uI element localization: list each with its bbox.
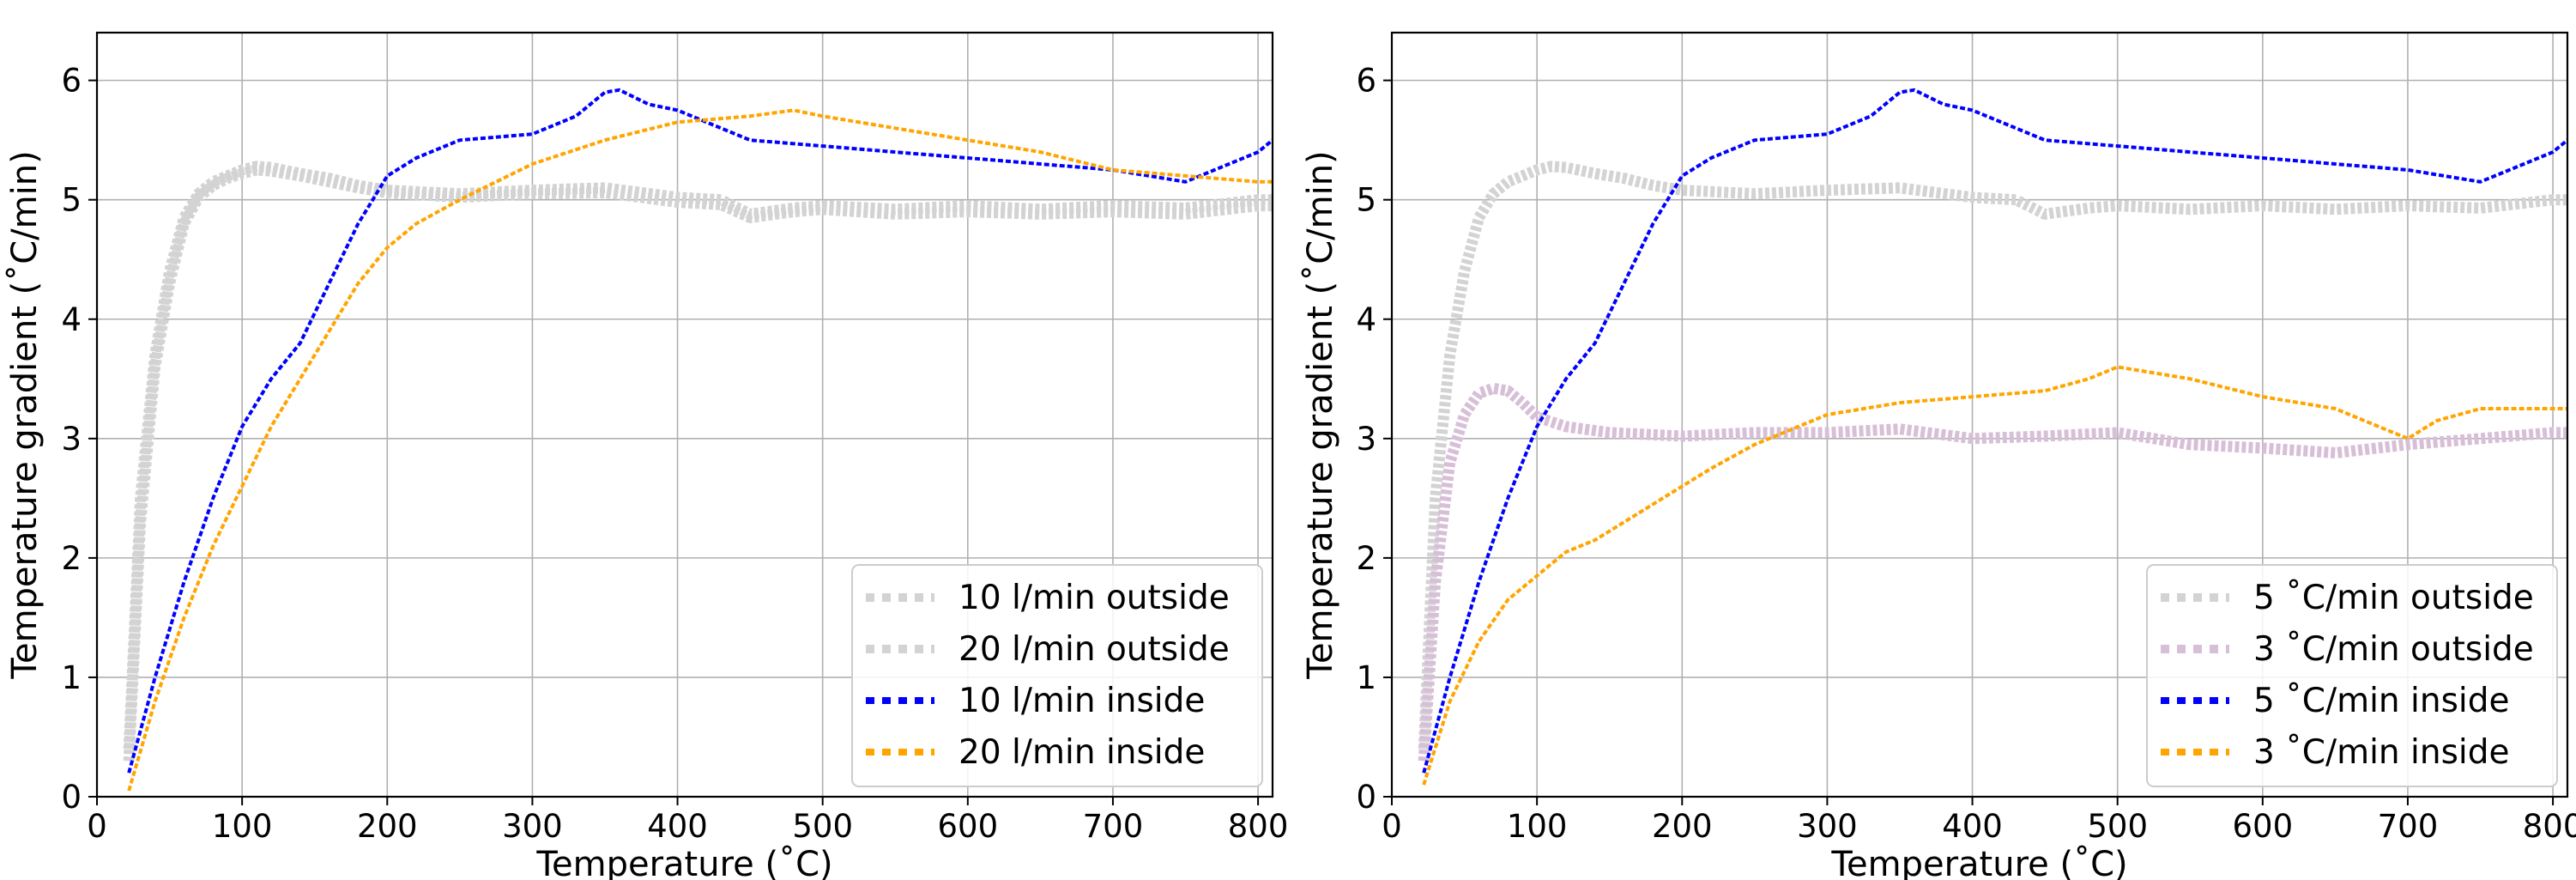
y-axis-label: Temperature gradient (˚C/min) [1301, 150, 1340, 679]
legend-label-20-l-min-inside: 20 l/min inside [958, 733, 1205, 772]
y-tick-label: 0 [61, 779, 82, 816]
y-tick-label: 4 [61, 301, 82, 338]
y-tick-label: 5 [1356, 182, 1376, 219]
y-tick-label: 2 [61, 540, 82, 577]
x-tick-label: 700 [1083, 808, 1144, 845]
y-tick-label: 1 [61, 659, 82, 696]
legend-label-20-l-min-outside: 20 l/min outside [958, 630, 1230, 669]
y-tick-label: 2 [1356, 540, 1376, 577]
x-tick-label: 500 [2087, 808, 2148, 845]
y-tick-label: 1 [1356, 659, 1376, 696]
series-line-5-degc-min-outside [1418, 161, 2567, 750]
series-line-3-degc-min-inside [1422, 365, 2567, 786]
series-line-20-l-min-inside [127, 108, 1273, 792]
x-tick-label: 200 [1652, 808, 1713, 845]
legend-label-10-l-min-inside: 10 l/min inside [958, 682, 1205, 720]
x-tick-label: 700 [2378, 808, 2439, 845]
x-axis-label: Temperature (˚C) [535, 845, 832, 880]
y-tick-label: 3 [1356, 421, 1376, 458]
x-axis-label: Temperature (˚C) [1830, 845, 2127, 880]
x-tick-label: 800 [1228, 808, 1289, 845]
series-line-20-l-min-outside [123, 164, 1273, 762]
y-tick-label: 6 [1356, 63, 1376, 100]
legend: 5 ˚C/min outside 3 ˚C/min outside 5 ˚C/min… [2146, 564, 2558, 787]
x-tick-label: 600 [2233, 808, 2294, 845]
x-tick-label: 400 [1942, 808, 2003, 845]
y-tick-label: 4 [1356, 301, 1376, 338]
legend-label-3-degc-min-inside: 3 ˚C/min inside [2253, 733, 2509, 772]
y-tick-label: 5 [61, 182, 82, 219]
x-tick-label: 800 [2523, 808, 2576, 845]
x-tick-label: 0 [1382, 808, 1402, 845]
x-tick-label: 400 [647, 808, 708, 845]
x-tick-label: 600 [938, 808, 999, 845]
x-tick-label: 500 [792, 808, 853, 845]
legend-box [2146, 564, 2558, 787]
x-tick-label: 300 [1797, 808, 1858, 845]
y-axis-label: Temperature gradient (˚C/min) [5, 150, 45, 679]
plot-area [1418, 88, 2567, 786]
legend-label-10-l-min-outside: 10 l/min outside [958, 579, 1230, 617]
y-tick-label: 0 [1356, 779, 1376, 816]
plot-area [123, 88, 1273, 792]
x-tick-label: 100 [1507, 808, 1568, 845]
legend-label-3-degc-min-outside: 3 ˚C/min outside [2253, 630, 2534, 669]
plot-frame [95, 31, 1274, 798]
legend-label-5-degc-min-outside: 5 ˚C/min outside [2253, 579, 2534, 617]
x-tick-label: 100 [212, 808, 273, 845]
legend: 10 l/min outside 20 l/min outside 10 l/min… [851, 564, 1263, 787]
left-chart-panel: 0 100 200 300 400 500 600 700 800 0 1 2 3 4 5 6 Temperat… [5, 31, 1289, 880]
right-chart-panel: 0 100 200 300 400 500 600 700 800 0 1 2 3 4 5 6 Temperat… [1301, 31, 2576, 880]
plot-frame [1390, 31, 2569, 798]
series-line-10-l-min-inside [127, 88, 1273, 774]
legend-box [851, 564, 1263, 787]
series-line-5-degc-min-inside [1422, 88, 2567, 774]
x-tick-label: 200 [357, 808, 418, 845]
x-tick-label: 0 [87, 808, 107, 845]
x-tick-label: 300 [502, 808, 563, 845]
legend-label-5-degc-min-inside: 5 ˚C/min inside [2253, 682, 2509, 720]
y-tick-label: 3 [61, 421, 82, 458]
y-tick-label: 6 [61, 63, 82, 100]
